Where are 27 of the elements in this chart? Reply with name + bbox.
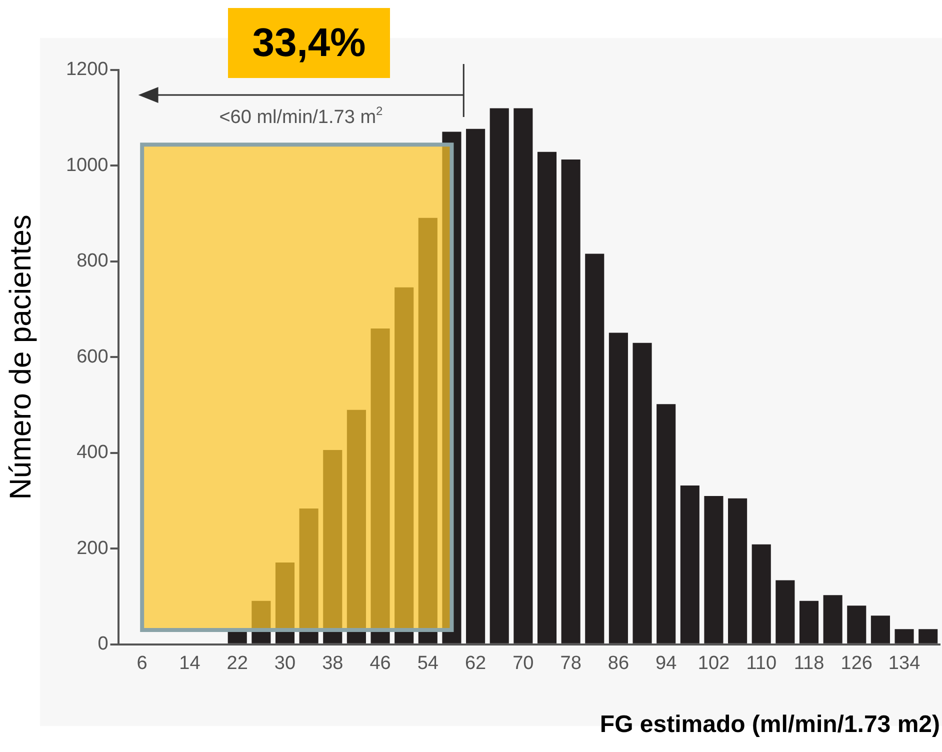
x-tick-label: 46 — [370, 653, 391, 674]
x-axis-title: FG estimado (ml/min/1.73 m2) — [600, 711, 940, 738]
x-tick-label: 38 — [322, 653, 344, 674]
x-tick-label: 86 — [608, 653, 630, 674]
x-tick-label: 94 — [656, 653, 678, 674]
x-tick-label: 134 — [888, 653, 921, 674]
y-tick-label: 600 — [76, 346, 108, 368]
x-tick-label: 102 — [698, 653, 730, 674]
y-tick-label: 400 — [76, 442, 108, 464]
y-tick-label: 200 — [76, 538, 108, 559]
x-tick-label: 6 — [136, 653, 148, 674]
y-tick-label: 1000 — [66, 154, 108, 176]
x-tick-label: 110 — [746, 653, 777, 674]
x-tick-label: 126 — [840, 653, 872, 674]
x-tick-label: 118 — [794, 653, 824, 674]
y-axis-title: Número de pacientes — [4, 214, 38, 500]
text: 33,4% — [228, 8, 390, 78]
y-tick-label: 1200 — [66, 59, 108, 80]
y-tick-label: 800 — [76, 250, 108, 272]
x-tick-label: 30 — [274, 653, 296, 674]
x-tick-label: 70 — [512, 653, 534, 674]
x-tick-label: 14 — [179, 653, 201, 674]
x-tick-label: 62 — [464, 653, 486, 674]
y-tick-label: 0 — [98, 634, 108, 655]
x-tick-label: 22 — [226, 653, 248, 674]
x-tick-label: 54 — [417, 653, 439, 674]
x-tick-label: 78 — [560, 653, 582, 674]
